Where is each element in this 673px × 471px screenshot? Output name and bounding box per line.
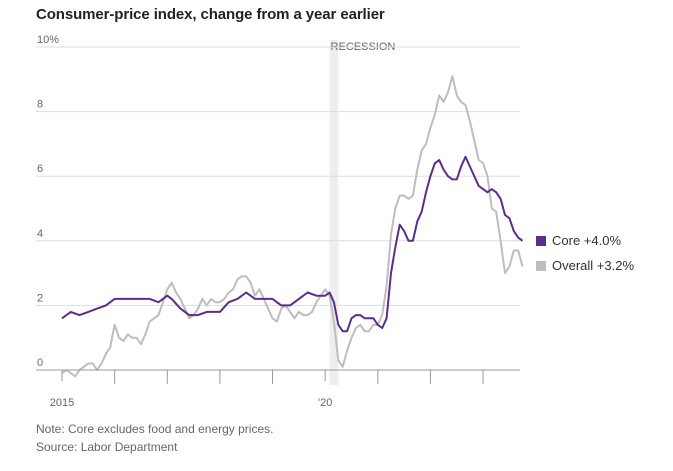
legend-core-label: Core +4.0% — [552, 233, 622, 248]
series-line-overall — [61, 75, 524, 378]
recession-band — [329, 40, 339, 385]
legend-core: Core +4.0% — [536, 233, 621, 248]
y-tick-label: 2 — [37, 292, 43, 304]
y-tick-label: 10% — [37, 34, 59, 46]
y-tick-label: 4 — [37, 228, 43, 240]
legend-overall-label: Overall +3.2% — [552, 258, 635, 273]
chart-note: Note: Core excludes food and energy pric… — [36, 422, 274, 436]
legend-overall-swatch — [536, 261, 546, 271]
legend-overall: Overall +3.2% — [536, 258, 634, 273]
y-tick-label: 6 — [37, 163, 43, 175]
y-tick-label: 0 — [37, 357, 43, 369]
series-line-core — [61, 155, 524, 333]
x-tick-label: 2015 — [50, 397, 74, 409]
x-tick-label: '20 — [318, 397, 332, 409]
legend-core-swatch — [536, 236, 546, 246]
chart-title: Consumer-price index, change from a year… — [36, 6, 385, 23]
y-tick-label: 8 — [37, 99, 43, 111]
chart-source: Source: Labor Department — [36, 440, 178, 454]
